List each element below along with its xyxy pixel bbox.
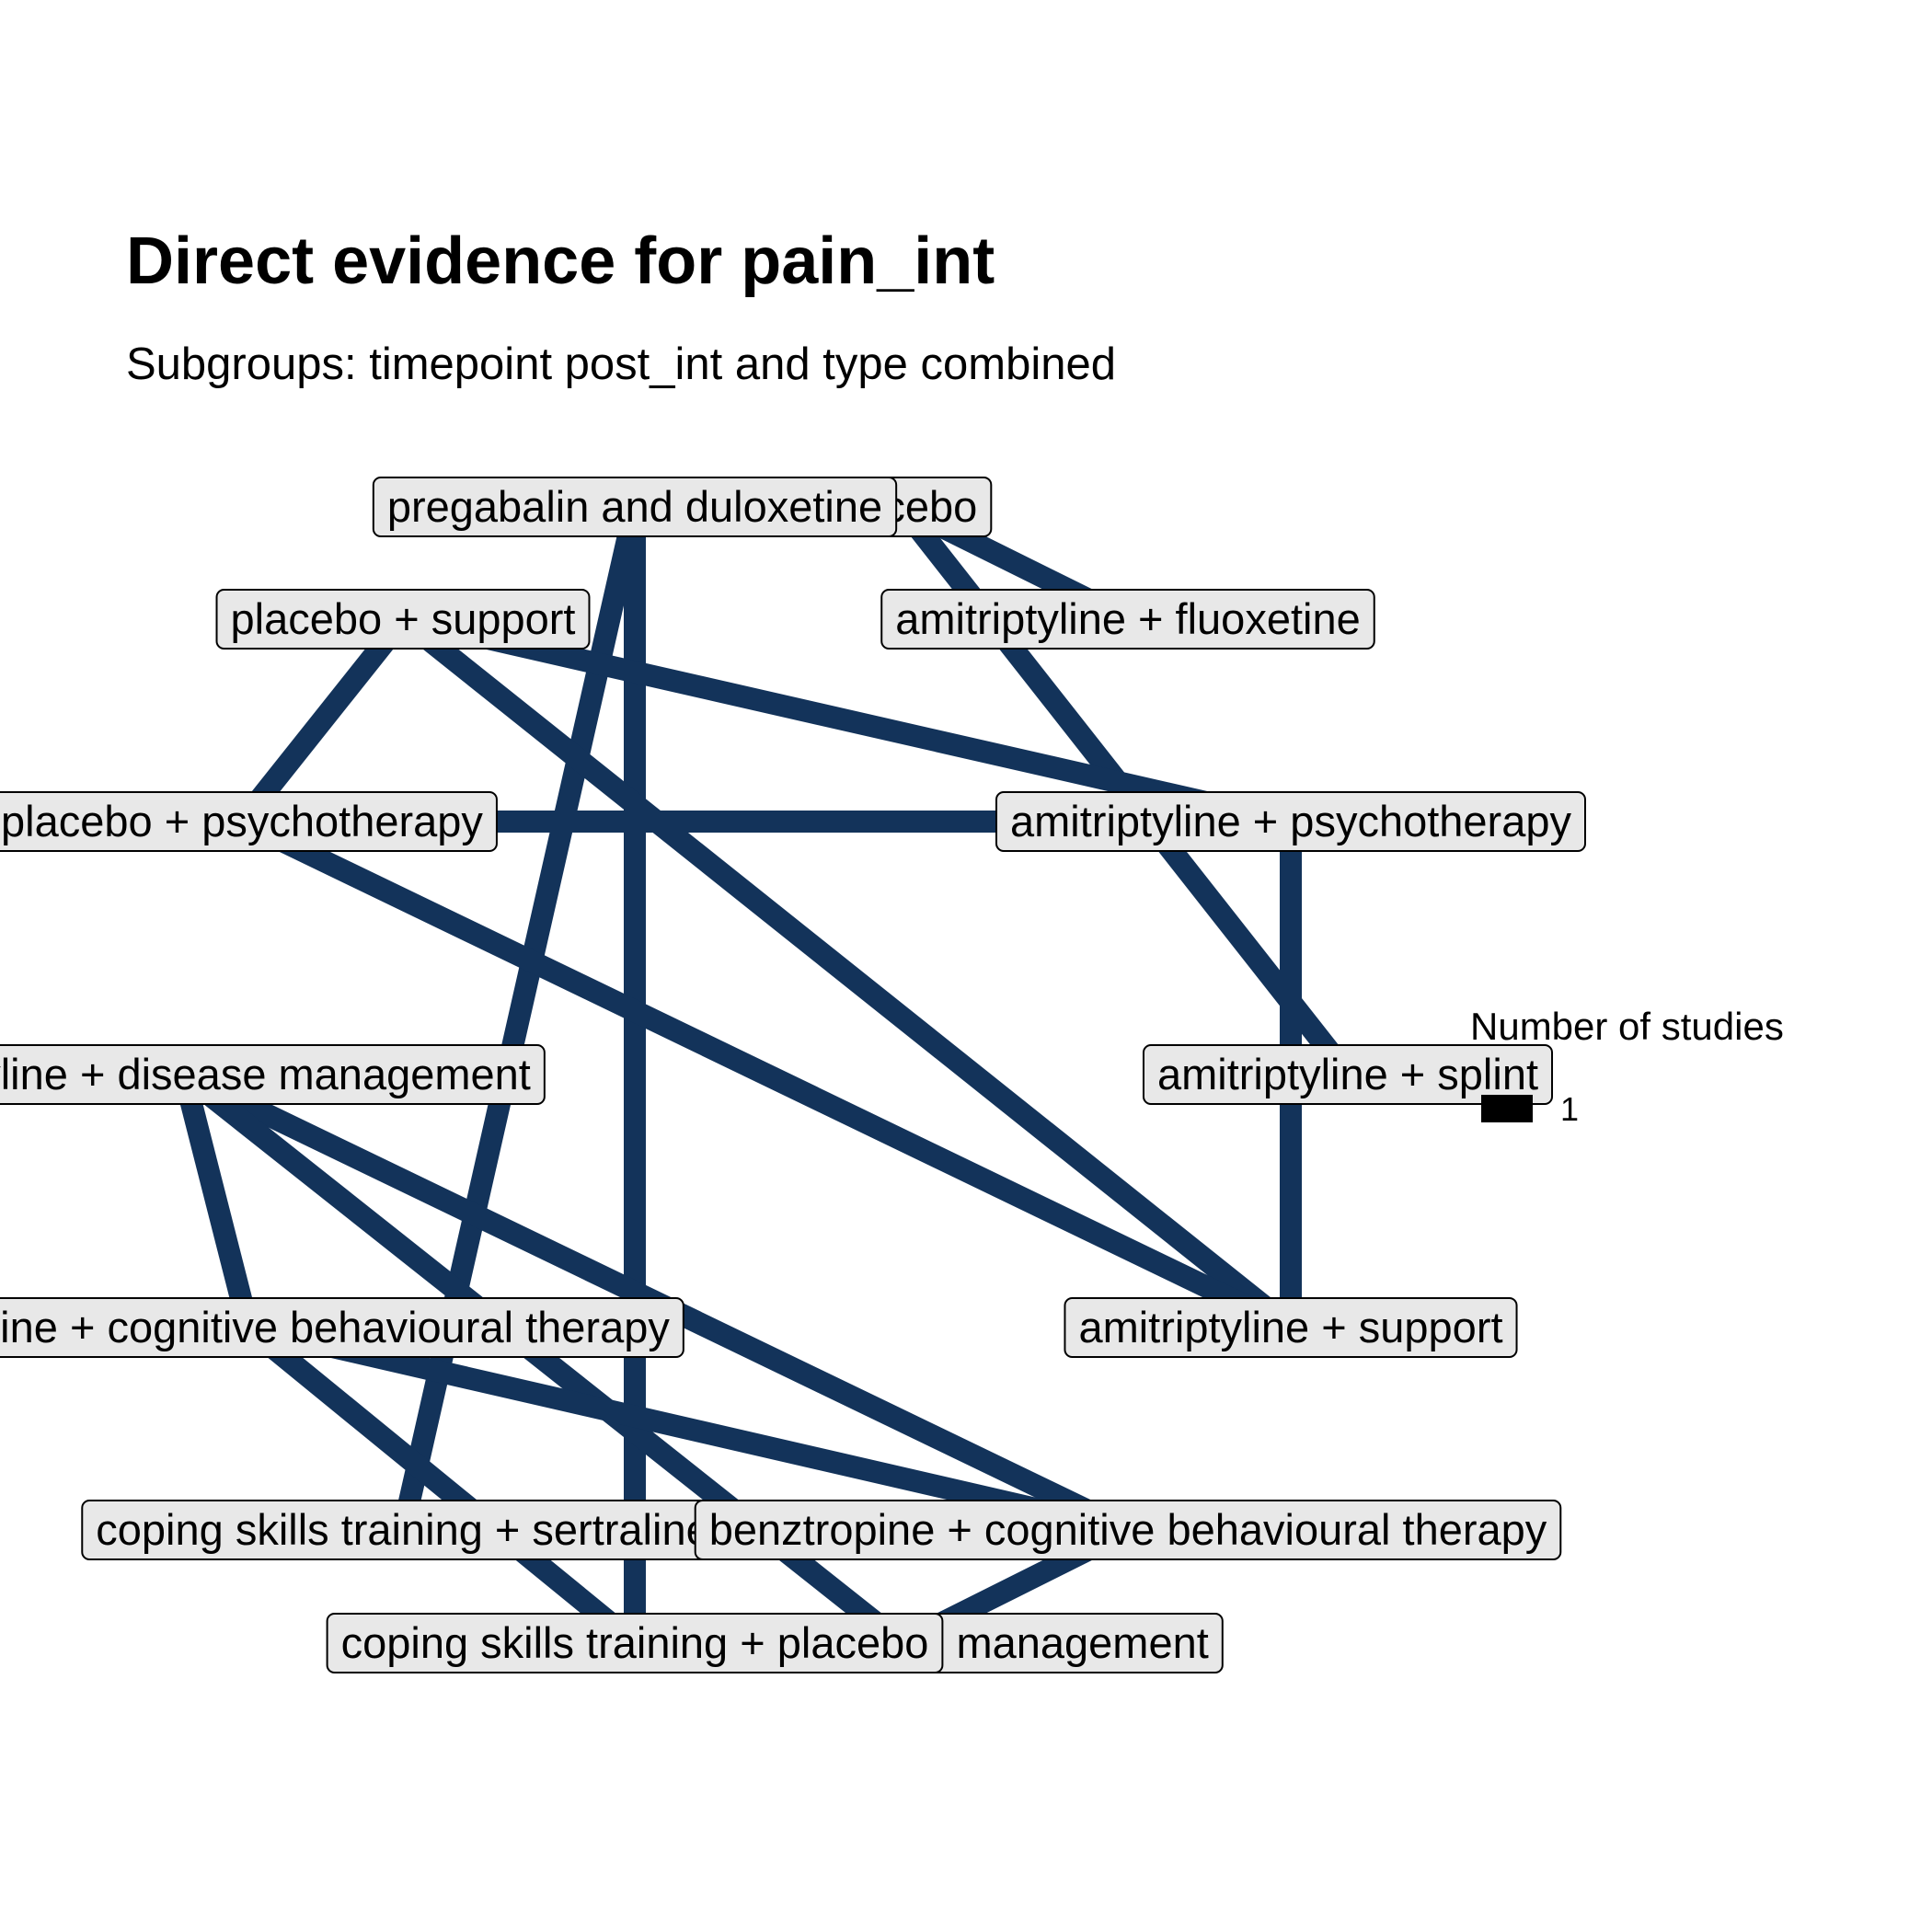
node-label: benztropine + cognitive behavioural ther… <box>709 1505 1547 1554</box>
node-box <box>372 477 898 537</box>
node-amitriptyline-psychotherapy: amitriptyline + psychotherapy <box>995 791 1586 852</box>
node-placebo-psychotherapy: placebo + psychotherapy <box>0 791 498 852</box>
node-label: coping skills training + placebo <box>341 1618 929 1667</box>
legend-label-1: 1 <box>1560 1090 1579 1128</box>
edge-amitriptyline-cbt-coping-skills-placebo <box>241 1318 642 1652</box>
node-amitriptyline-support: amitriptyline + support <box>1064 1297 1518 1358</box>
node-label: amitriptyline + fluoxetine <box>895 594 1361 643</box>
legend: Number of studies 1 <box>1470 1005 1784 1128</box>
node-label: amitriptyline + splint <box>1157 1050 1538 1098</box>
node-box <box>326 1613 944 1673</box>
edge-pregabalin-and-duloxetine-coping-skills-sertraline <box>392 504 646 1533</box>
node-box <box>215 589 591 650</box>
node-label: amitriptyline + psychotherapy <box>1010 797 1571 845</box>
legend-key-1 <box>1481 1095 1533 1122</box>
edge-amitriptyline-cbt-benztropine-cbt <box>246 1317 1131 1541</box>
node-box <box>1064 1297 1518 1358</box>
edge-amitriptyline-disease-management-amitriptyline-cbt <box>173 1072 259 1330</box>
node-label: placebo + support <box>231 594 576 643</box>
node-box <box>880 589 1375 650</box>
node-amitriptyline-cbt: amitriptyline + cognitive behavioural th… <box>0 1297 684 1358</box>
edge-placebo-psychotherapy-amitriptyline-support <box>236 811 1296 1338</box>
node-coping-skills-placebo: coping skills training + placebo <box>326 1613 944 1673</box>
node-amitriptyline-disease-management: amitriptyline + disease management <box>0 1044 546 1105</box>
node-label: placebo + psychotherapy <box>1 797 483 845</box>
edge-placebo-support-placebo-psychotherapy <box>233 612 412 829</box>
node-box <box>0 1297 684 1358</box>
node-amitriptyline-splint: amitriptyline + splint <box>1142 1044 1554 1105</box>
node-box <box>0 791 498 852</box>
node-label: amitriptyline + disease management <box>0 1050 531 1098</box>
node-pregabalin-and-duloxetine: pregabalin and duloxetine <box>372 477 898 537</box>
edge-placebo-support-amitriptyline-psychotherapy <box>400 608 1294 833</box>
node-coping-skills-sertraline: coping skills training + sertraline <box>81 1500 725 1560</box>
node-label: amitriptyline + support <box>1078 1303 1502 1351</box>
node-box <box>0 1044 546 1105</box>
legend-title: Number of studies <box>1470 1005 1784 1048</box>
node-amitriptyline-fluoxetine: amitriptyline + fluoxetine <box>880 589 1375 650</box>
edge-placebo-support-amitriptyline-support <box>396 610 1298 1337</box>
node-label: amitriptyline + cognitive behavioural th… <box>0 1303 670 1351</box>
node-box <box>995 791 1586 852</box>
node-label: pregabalin and duloxetine <box>387 482 882 531</box>
plot-subtitle: Subgroups: timepoint post_int and type c… <box>126 339 1116 389</box>
node-placebo-support: placebo + support <box>215 589 591 650</box>
node-benztropine-cbt: benztropine + cognitive behavioural ther… <box>694 1500 1562 1560</box>
node-box <box>1142 1044 1554 1105</box>
plot-title: Direct evidence for pain_int <box>126 224 995 298</box>
node-label: coping skills training + sertraline <box>96 1505 709 1554</box>
node-box <box>694 1500 1562 1560</box>
